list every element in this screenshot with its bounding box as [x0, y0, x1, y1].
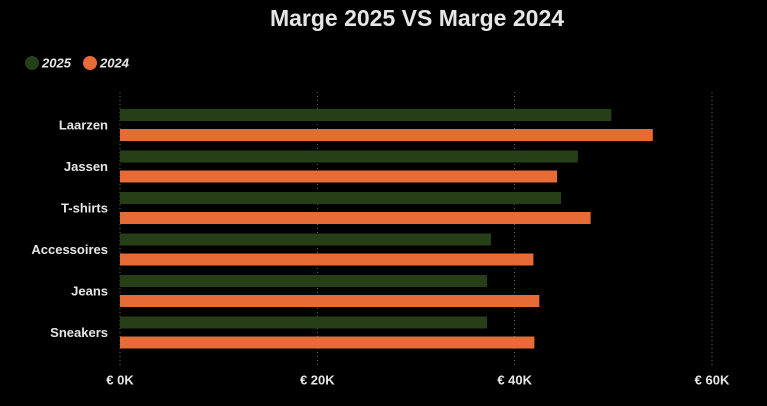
y-tick-label: Laarzen: [59, 117, 108, 132]
bar: [120, 316, 488, 329]
bar: [120, 192, 562, 204]
legend-label: 2025: [41, 55, 72, 70]
x-tick-label: € 40K: [497, 372, 532, 387]
bar: [120, 336, 535, 349]
bar: [120, 212, 591, 224]
legend-label: 2024: [99, 55, 130, 70]
legend-swatch: [25, 56, 39, 70]
bar: [120, 275, 488, 287]
bar: [120, 170, 558, 183]
x-tick-label: € 0K: [106, 372, 134, 387]
y-tick-label: Jeans: [71, 283, 108, 298]
bar: [120, 253, 534, 266]
legend-swatch: [83, 56, 97, 70]
bar: [120, 129, 653, 141]
bar: [120, 109, 612, 121]
bar: [120, 233, 491, 246]
bar: [120, 295, 540, 307]
y-tick-label: Jassen: [64, 159, 108, 174]
y-tick-label: T-shirts: [61, 200, 108, 215]
bar: [120, 150, 578, 163]
y-tick-label: Accessoires: [31, 242, 108, 257]
chart-title: Marge 2025 VS Marge 2024: [270, 5, 564, 31]
x-tick-label: € 60K: [695, 372, 730, 387]
x-tick-label: € 20K: [300, 372, 335, 387]
y-tick-label: Sneakers: [50, 325, 108, 340]
